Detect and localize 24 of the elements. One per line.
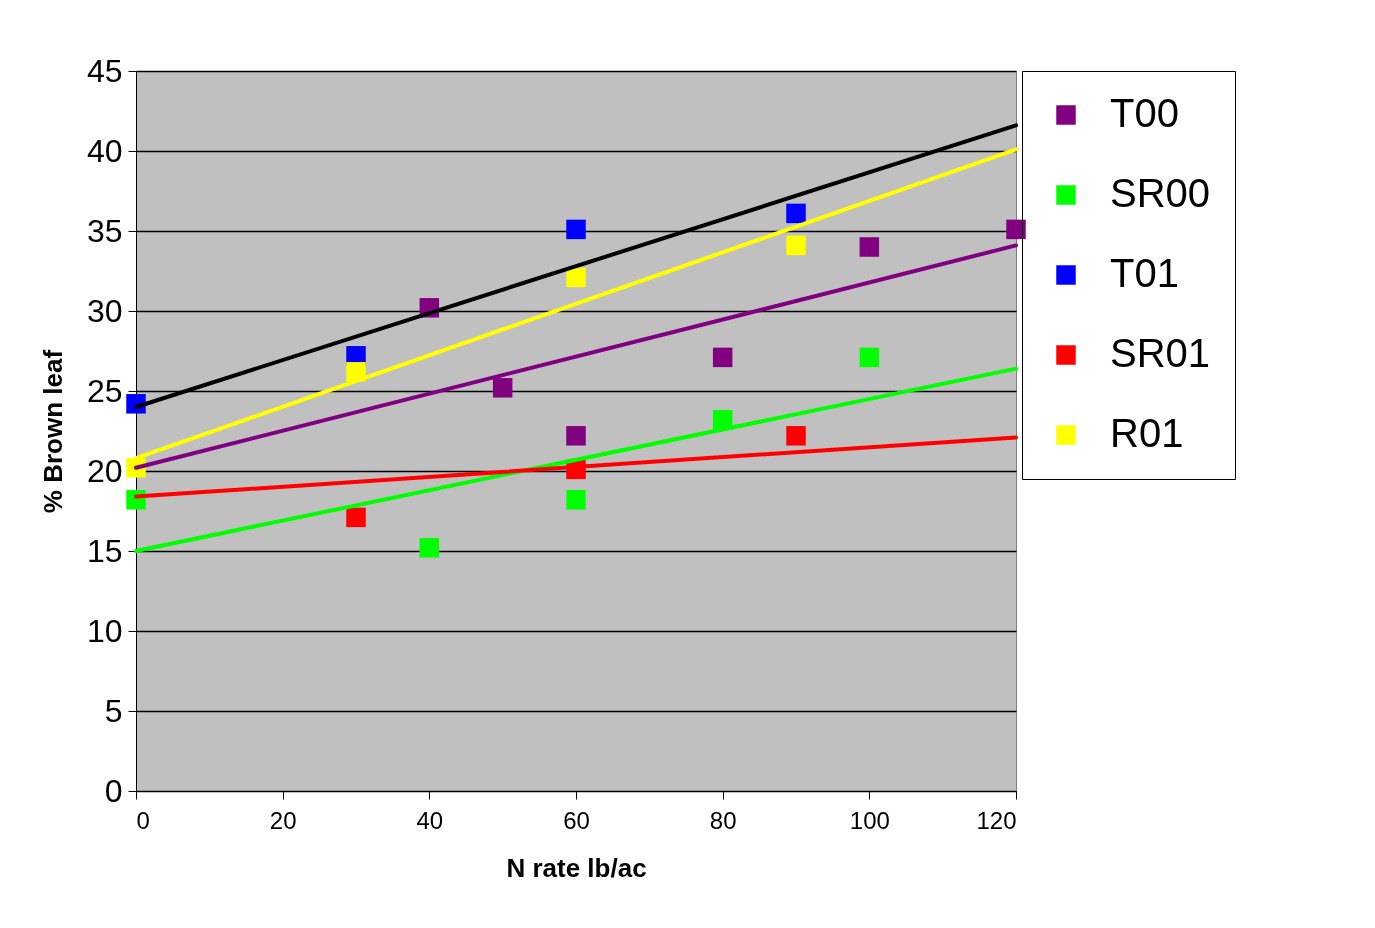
x-axis-title: N rate lb/ac — [506, 852, 647, 883]
y-tick-label: 15 — [86, 532, 123, 569]
y-tick-label: 30 — [86, 292, 123, 329]
y-axis-title: % Brown leaf — [37, 349, 68, 514]
y-tick-label: 10 — [86, 612, 123, 649]
x-tick-label: 20 — [269, 806, 297, 834]
y-tick-label: 0 — [104, 772, 123, 809]
y-tick-label: 5 — [104, 692, 123, 729]
x-tick-label: 0 — [136, 806, 150, 834]
y-tick-label: 25 — [86, 372, 123, 409]
y-tick-label: 40 — [86, 132, 123, 169]
y-tick-label: 20 — [86, 452, 123, 489]
x-tick-label: 60 — [563, 806, 590, 834]
x-tick-label: 80 — [709, 806, 737, 834]
legend-label: R01 — [1110, 411, 1184, 455]
x-tick-label: 120 — [976, 806, 1017, 834]
y-tick-label: 35 — [86, 212, 123, 249]
y-tick-label: 45 — [86, 52, 123, 89]
legend-label: T00 — [1110, 91, 1179, 135]
legend-label: T01 — [1110, 251, 1179, 295]
legend-label: SR00 — [1110, 171, 1211, 215]
x-tick-label: 40 — [416, 806, 444, 834]
legend-label: SR01 — [1110, 331, 1211, 375]
x-tick-label: 100 — [849, 806, 890, 834]
